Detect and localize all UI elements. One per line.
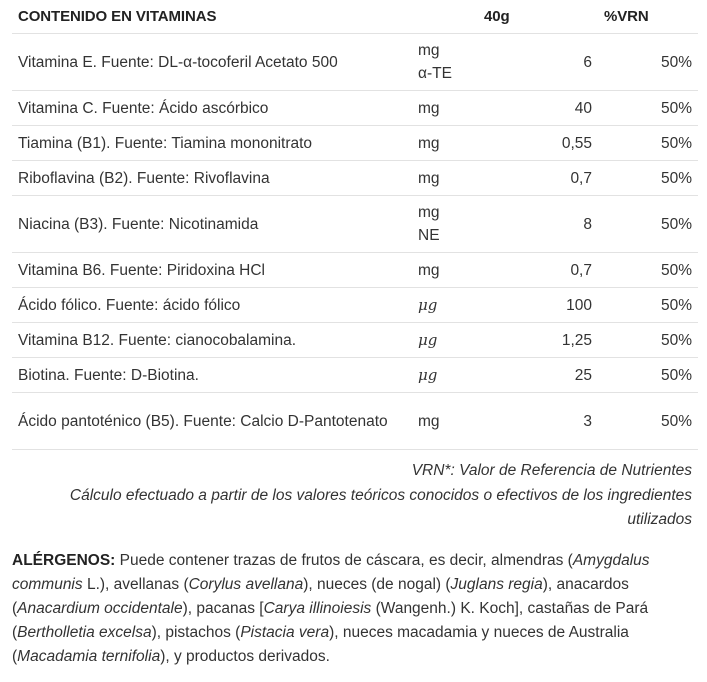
unit-line: mg — [418, 99, 440, 117]
table-body: Vitamina E. Fuente: DL-α-tocoferil Aceta… — [12, 33, 698, 450]
allergen-text: (Wangenh.) K. Koch], castañas de Pará ( — [12, 600, 649, 641]
vitamin-name: Vitamina C. Fuente: Ácido ascórbico — [12, 90, 412, 126]
vitamin-unit: μg — [412, 357, 478, 393]
unit-line: NE — [418, 227, 440, 244]
species-name: Bertholletia excelsa — [17, 624, 152, 641]
vitamin-amount: 100 — [478, 287, 598, 323]
vitamin-unit: mg α-TE — [412, 33, 478, 91]
table-row: Vitamina B6. Fuente: Piridoxina HCl mg 0,7… — [12, 252, 698, 288]
unit-line: mg — [418, 261, 440, 279]
header-amount: 40g — [478, 0, 598, 34]
header-vrn: %VRN — [598, 0, 698, 34]
vitamin-vrn: 50% — [598, 195, 698, 253]
allergen-text: ), pistachos ( — [151, 624, 241, 641]
vitamin-name: Ácido pantoténico (B5). Fuente: Calcio D… — [12, 392, 412, 450]
vitamin-table: CONTENIDO EN VITAMINAS 40g %VRN Vitamina… — [12, 0, 698, 450]
allergen-text: Puede contener trazas de frutos de cásca… — [115, 552, 573, 569]
species-name: Corylus avellana — [188, 576, 304, 593]
vitamin-vrn: 50% — [598, 160, 698, 196]
unit-line: α-TE — [418, 65, 452, 82]
species-name: Carya illinoiesis — [263, 600, 372, 617]
vitamin-amount: 40 — [478, 90, 598, 126]
species-name: Anacardium occidentale — [17, 600, 183, 617]
vitamin-unit: μg — [412, 322, 478, 358]
vitamin-name: Ácido fólico. Fuente: ácido fólico — [12, 287, 412, 323]
vitamin-unit: mg — [412, 392, 478, 450]
table-row: Vitamina C. Fuente: Ácido ascórbico mg 40 5… — [12, 90, 698, 126]
vitamin-vrn: 50% — [598, 357, 698, 393]
species-name: Juglans regia — [450, 576, 543, 593]
vitamin-name: Tiamina (B1). Fuente: Tiamina mononitrat… — [12, 125, 412, 161]
table-row: Tiamina (B1). Fuente: Tiamina mononitrat… — [12, 125, 698, 161]
table-row: Ácido pantoténico (B5). Fuente: Calcio D… — [12, 392, 698, 450]
table-row: Niacina (B3). Fuente: Nicotinamida mg NE 8 5… — [12, 195, 698, 253]
vitamin-unit: mg — [412, 125, 478, 161]
unit-line: mg — [418, 169, 440, 187]
unit-line: mg — [418, 134, 440, 152]
allergen-text: ), nueces macadamia y nueces de Australi… — [12, 624, 629, 665]
unit-line: mg — [418, 204, 440, 221]
vitamin-unit: μg — [412, 287, 478, 323]
vitamin-amount: 0,55 — [478, 125, 598, 161]
vitamin-amount: 6 — [478, 33, 598, 91]
table-row: Riboflavina (B2). Fuente: Rivoflavina mg 0… — [12, 160, 698, 196]
vitamin-name: Vitamina E. Fuente: DL-α-tocoferil Aceta… — [12, 33, 412, 91]
allergen-label: ALÉRGENOS: — [12, 552, 116, 569]
table-notes: VRN*: Valor de Referencia de Nutrientes … — [52, 459, 692, 533]
vitamin-vrn: 50% — [598, 287, 698, 323]
vitamin-name: Biotina. Fuente: D-Biotina. — [12, 357, 412, 393]
vitamin-amount: 0,7 — [478, 252, 598, 288]
vitamin-amount: 0,7 — [478, 160, 598, 196]
vitamin-unit: mg NE — [412, 195, 478, 253]
vitamin-amount: 25 — [478, 357, 598, 393]
vitamin-amount: 8 — [478, 195, 598, 253]
allergen-statement: ALÉRGENOS: Puede contener trazas de frut… — [12, 549, 692, 669]
vitamin-amount: 1,25 — [478, 322, 598, 358]
unit-line: μg — [418, 365, 438, 384]
allergen-text: ), y productos derivados. — [160, 648, 330, 665]
unit-line: mg — [418, 42, 440, 59]
allergen-text: ), pacanas [ — [182, 600, 264, 617]
allergen-text: ), nueces (de nogal) ( — [303, 576, 451, 593]
table-row: Ácido fólico. Fuente: ácido fólico μg 100 5… — [12, 287, 698, 323]
species-name: Amygdalus communis — [12, 552, 650, 593]
vitamin-vrn: 50% — [598, 125, 698, 161]
vitamin-vrn: 50% — [598, 322, 698, 358]
table-row: Vitamina E. Fuente: DL-α-tocoferil Aceta… — [12, 33, 698, 91]
unit-line: μg — [418, 295, 438, 314]
vitamin-name: Vitamina B12. Fuente: cianocobalamina. — [12, 322, 412, 358]
header-unit — [412, 0, 478, 34]
table-row: Biotina. Fuente: D-Biotina. μg 25 50% — [12, 357, 698, 393]
vitamin-amount: 3 — [478, 392, 598, 450]
vitamin-name: Niacina (B3). Fuente: Nicotinamida — [12, 195, 412, 253]
table-row: Vitamina B12. Fuente: cianocobalamina. μg… — [12, 322, 698, 358]
calculation-note: Cálculo efectuado a partir de los valore… — [69, 486, 692, 529]
vitamin-unit: mg — [412, 160, 478, 196]
table-header-row: CONTENIDO EN VITAMINAS 40g %VRN — [12, 0, 698, 34]
allergen-text: ), anacardos ( — [12, 576, 629, 617]
species-name: Macadamia ternifolia — [17, 648, 161, 665]
vitamin-name: Riboflavina (B2). Fuente: Rivoflavina — [12, 160, 412, 196]
vitamin-vrn: 50% — [598, 392, 698, 450]
vitamin-unit: mg — [412, 90, 478, 126]
vitamin-unit: mg — [412, 252, 478, 288]
vrn-note: VRN*: Valor de Referencia de Nutrientes — [411, 462, 692, 479]
vitamin-vrn: 50% — [598, 33, 698, 91]
header-name: CONTENIDO EN VITAMINAS — [12, 0, 412, 34]
allergen-text: L.), avellanas ( — [82, 576, 189, 593]
vitamin-vrn: 50% — [598, 252, 698, 288]
vitamin-name: Vitamina B6. Fuente: Piridoxina HCl — [12, 252, 412, 288]
vitamin-vrn: 50% — [598, 90, 698, 126]
species-name: Pistacia vera — [240, 624, 330, 641]
unit-line: μg — [418, 330, 438, 349]
unit-line: mg — [418, 412, 440, 430]
